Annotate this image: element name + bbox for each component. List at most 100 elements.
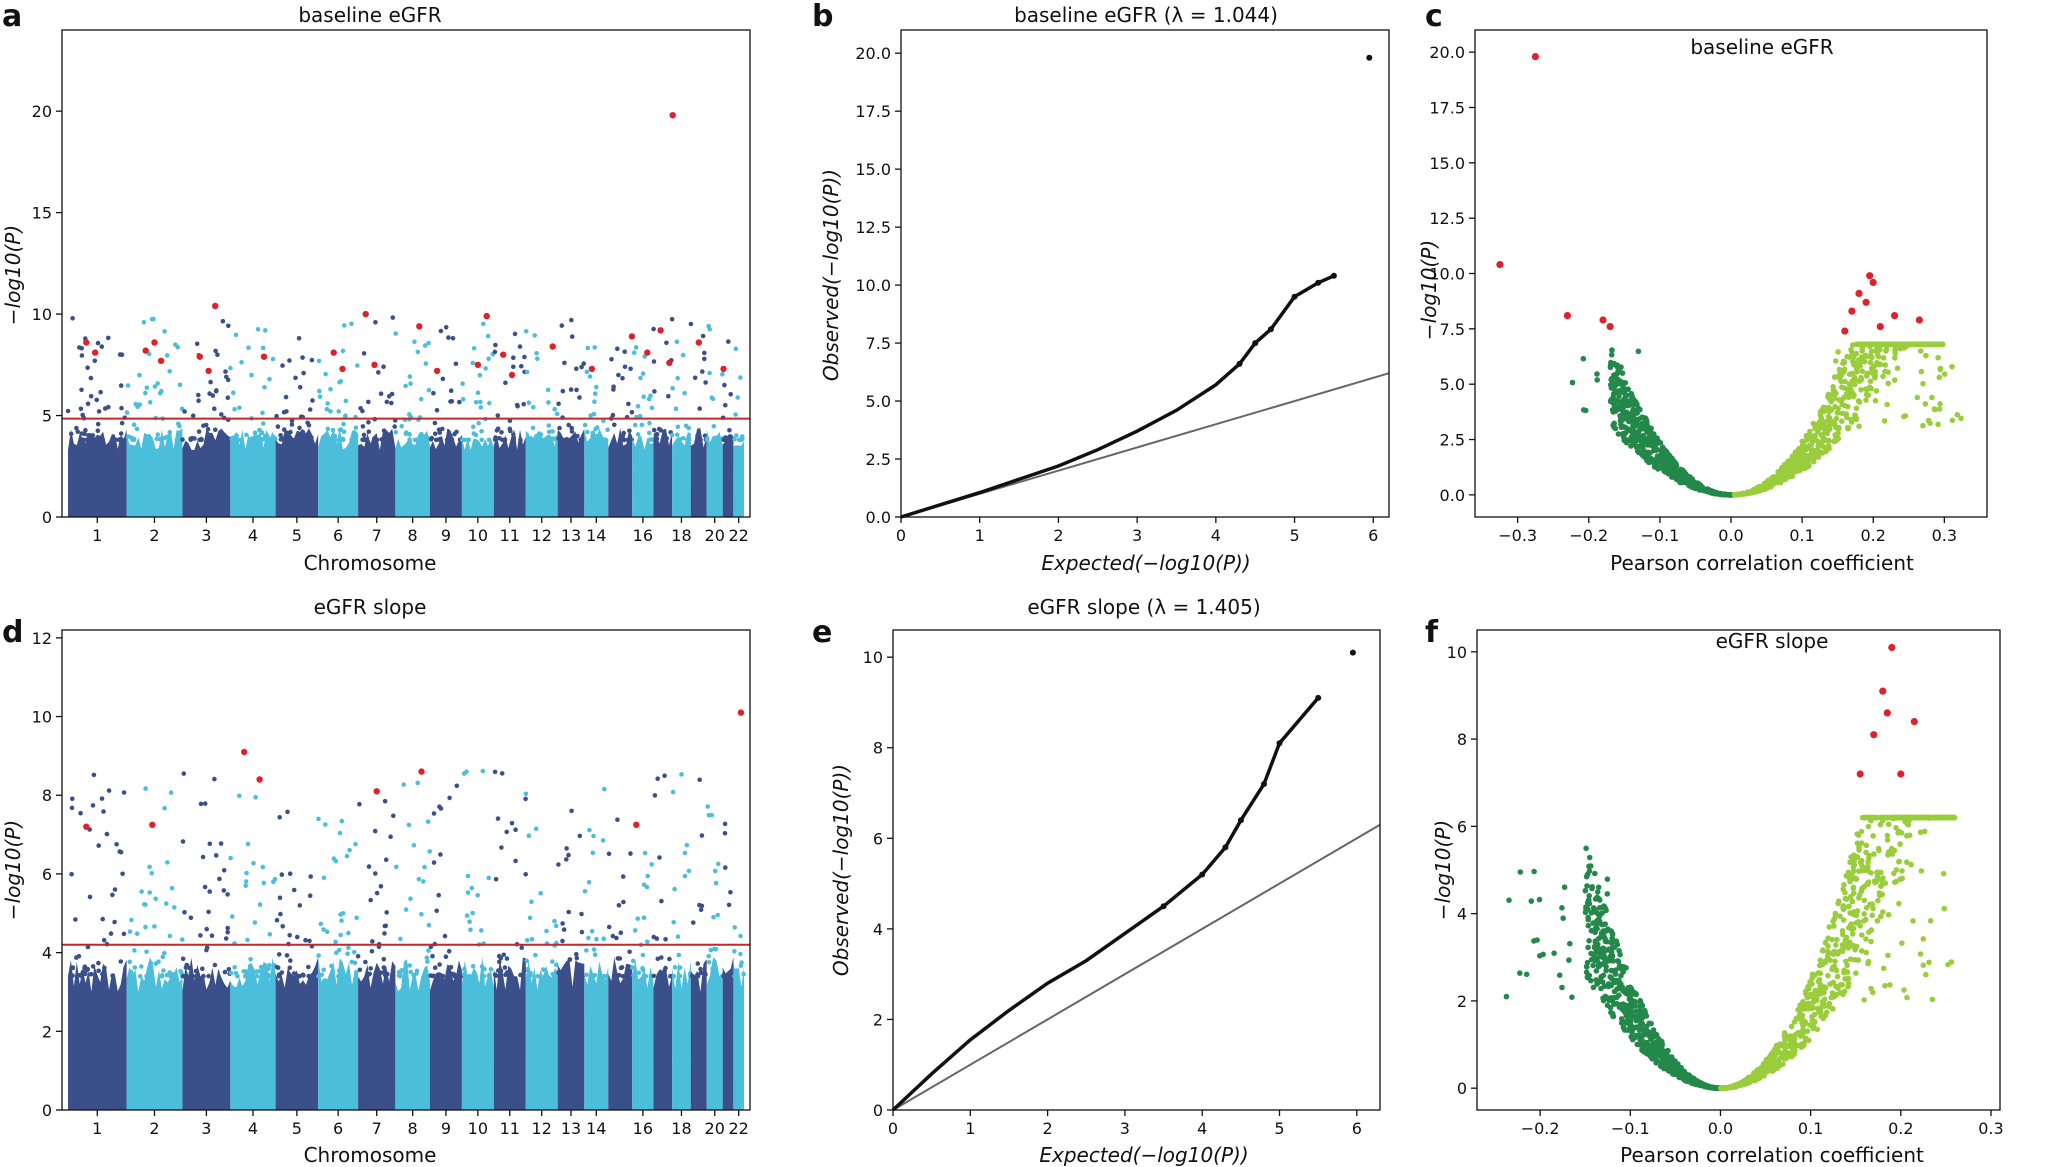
chart-d-snp-point — [254, 969, 259, 974]
chart-a-snp-point — [384, 399, 390, 405]
chart-f-correlation-point — [1853, 853, 1859, 860]
chart-a-snp-point — [79, 346, 84, 351]
chart-c-correlation-point — [1838, 378, 1844, 385]
chart-d-snp-point — [443, 954, 449, 959]
chart-c-correlation-point — [1868, 385, 1874, 392]
chart-a-snp-point — [95, 428, 101, 434]
chart-f-correlation-point — [1890, 814, 1897, 821]
chart-a-snp-point — [734, 433, 739, 438]
chart-d-snp-point — [162, 950, 167, 956]
chart-d-snp-point — [128, 969, 134, 975]
chart-a-snp-point — [309, 435, 314, 440]
chart-a-snp-point — [627, 428, 632, 434]
chart-c-correlation-point — [1891, 355, 1898, 361]
chart-d-snp-point — [661, 972, 666, 977]
chart-f-correlation-point — [1840, 903, 1847, 910]
chart-f-correlation-point — [1810, 999, 1817, 1005]
chart-d-snp-point — [198, 801, 204, 807]
chart-a-snp-point — [470, 360, 476, 366]
chart-d-snp-point — [590, 973, 596, 979]
chart-f-correlation-point — [1612, 979, 1618, 986]
chart-d-snp-point — [96, 968, 101, 974]
chart-d-chromosome-band — [358, 961, 396, 1110]
chart-d-snp-point — [502, 965, 508, 970]
chart-d-snp-point — [504, 956, 510, 961]
chart-d-snp-point — [594, 936, 599, 942]
chart-d-snp-point — [601, 973, 607, 979]
chart-a-snp-point — [102, 406, 108, 411]
chart-f-correlation-point — [1598, 985, 1604, 992]
chart-f-correlation-point — [1604, 891, 1611, 897]
chart-d-snp-point — [112, 887, 118, 892]
chart-f-correlation-point — [1628, 997, 1635, 1003]
chart-f-correlation-point — [1884, 837, 1891, 843]
chart-c-correlation-point — [1815, 443, 1822, 449]
chart-f-correlation-point — [1604, 876, 1611, 882]
chart-a-snp-point — [511, 432, 516, 437]
chart-c-correlation-point — [1619, 370, 1626, 376]
chart-a-snp-point — [528, 436, 534, 441]
chart-d-snp-point — [529, 937, 535, 942]
chart-d-snp-point — [566, 852, 571, 858]
chart-c-correlation-point — [1853, 416, 1860, 423]
chart-a-snp-point — [213, 427, 218, 433]
chart-f-correlation-point — [1822, 985, 1829, 991]
chart-d-snp-point — [697, 902, 702, 908]
chart-c-correlation-point — [1924, 341, 1931, 348]
chart-a-snp-point — [688, 321, 694, 327]
chart-a-snp-point — [526, 400, 532, 406]
chart-e-frame — [892, 629, 1381, 1111]
chart-d-snp-point — [649, 862, 654, 867]
chart-e-tail-point — [1237, 817, 1244, 824]
chart-c-correlation-point — [1941, 371, 1948, 377]
chart-d-snp-point — [149, 870, 154, 876]
chart-a-significant-point — [330, 349, 337, 356]
chart-f-xtick-label: −0.1 — [1611, 1119, 1650, 1138]
chart-a-snp-point — [475, 390, 481, 396]
chart-c-correlation-point — [1615, 431, 1622, 437]
chart-f-correlation-point — [1598, 930, 1605, 936]
chart-a-snp-point — [664, 340, 669, 346]
chart-d-snp-point — [675, 934, 681, 939]
chart-d-snp-point — [338, 912, 343, 917]
chart-f-correlation-point — [1597, 950, 1604, 956]
chart-a-snp-point — [252, 430, 258, 436]
chart-d-snp-point — [610, 933, 616, 939]
chart-d-xtick-label: 5 — [292, 1119, 302, 1138]
chart-a-significant-point — [669, 112, 676, 119]
chart-f-correlation-point — [1864, 814, 1871, 821]
chart-f-correlation-point — [1869, 901, 1876, 907]
panel-letter-f: f — [1425, 615, 1439, 650]
chart-d-snp-point — [381, 956, 387, 962]
chart-d-snp-point — [592, 952, 598, 957]
chart-f-correlation-point — [1584, 974, 1591, 981]
chart-d-snp-point — [260, 864, 266, 870]
chart-f-correlation-point — [1810, 1025, 1816, 1032]
chart-f-correlation-point — [1821, 1003, 1827, 1009]
chart-d-snp-point — [642, 850, 648, 856]
chart-c-correlation-point — [1864, 370, 1871, 377]
chart-d-snp-point — [88, 971, 94, 977]
chart-a-snp-point — [443, 325, 449, 330]
chart-a-snp-point — [418, 396, 424, 402]
chart-c-correlation-point — [1770, 479, 1776, 486]
chart-d-snp-point — [172, 905, 177, 910]
chart-d-snp-point — [479, 964, 485, 969]
chart-c-correlation-point — [1702, 487, 1708, 494]
chart-a-snp-point — [609, 357, 614, 362]
chart-a-snp-point — [582, 422, 588, 428]
panel-letter-e: e — [812, 615, 832, 650]
chart-d-ytick-label: 0 — [42, 1101, 52, 1120]
chart-c-correlation-point — [1841, 385, 1848, 391]
chart-f-correlation-point — [1619, 1005, 1626, 1011]
chart-a-snp-point — [80, 437, 85, 443]
chart-f-correlation-point — [1896, 859, 1902, 865]
chart-d-snp-point — [287, 933, 293, 938]
chart-a-snp-point — [119, 420, 125, 426]
chart-c-correlation-point — [1612, 372, 1619, 378]
chart-f-correlation-point — [1809, 1017, 1816, 1024]
chart-d-snp-point — [347, 847, 352, 853]
chart-d-snp-point — [486, 973, 492, 978]
chart-a-snp-point — [625, 437, 631, 443]
